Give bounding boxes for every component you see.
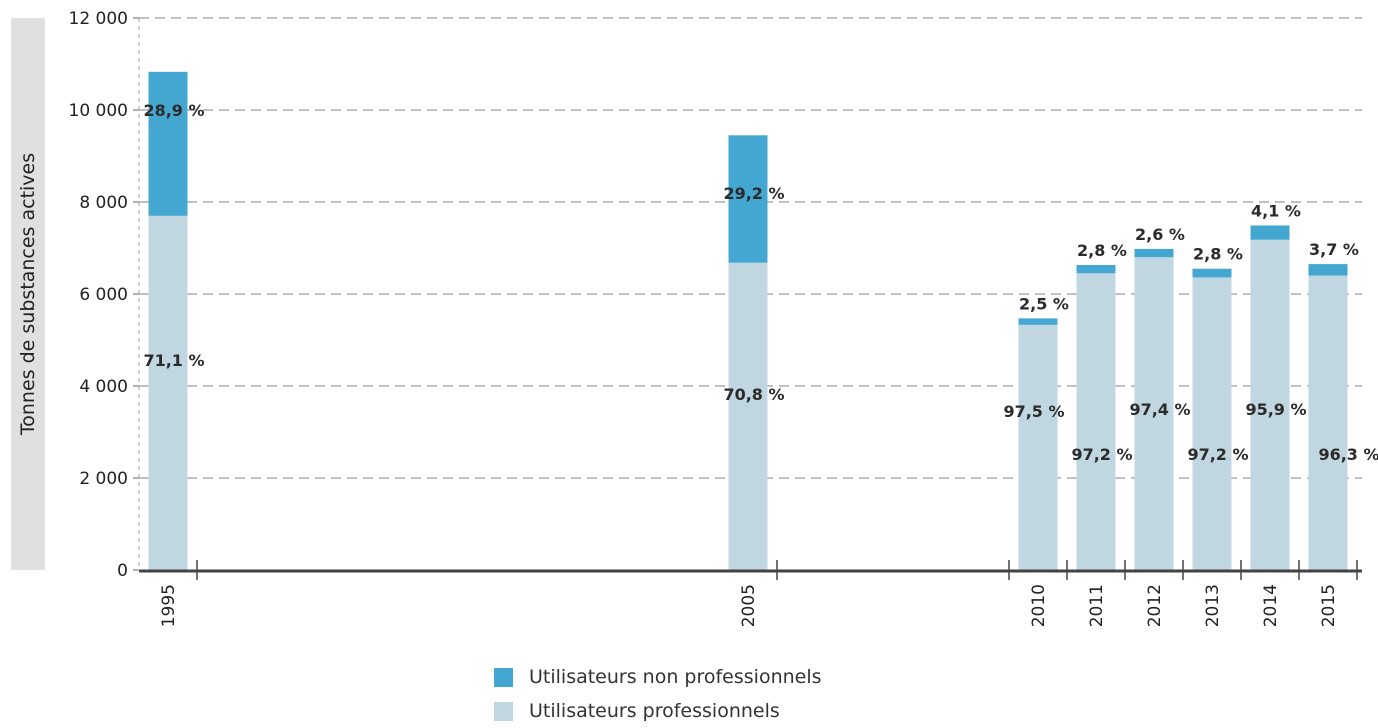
x-tick-label-2012: 2012 xyxy=(1145,584,1165,627)
y-axis-title-band xyxy=(11,18,45,570)
y-tick-label-10000: 10 000 xyxy=(69,101,128,121)
x-tick-labels: 1995 2005 2010 2011 2012 2013 2014 2015 xyxy=(159,584,1339,627)
x-tick-label-1995: 1995 xyxy=(159,584,179,627)
legend-item-non-professionnels: Utilisateurs non professionnels xyxy=(494,660,822,694)
x-tick-label-2010: 2010 xyxy=(1029,584,1049,627)
bars xyxy=(148,71,1348,571)
x-tick-label-2005: 2005 xyxy=(739,584,759,627)
y-tick-label-4000: 4 000 xyxy=(79,377,128,397)
y-tick-labels: 0 2 000 4 000 6 000 8 000 10 000 12 000 xyxy=(69,9,139,581)
y-axis-title: Tonnes de substances actives xyxy=(17,153,39,436)
bar-non-professionnels-1995 xyxy=(148,71,188,216)
y-tick-label-6000: 6 000 xyxy=(79,285,128,305)
x-tick-label-2014: 2014 xyxy=(1261,584,1281,627)
bar-professionnels-2012 xyxy=(1134,257,1174,570)
legend-swatch-professionnels xyxy=(494,701,513,721)
x-tick-label-2015: 2015 xyxy=(1319,584,1339,627)
y-tick-label-2000: 2 000 xyxy=(79,469,128,489)
bar-non-professionnels-2014 xyxy=(1250,225,1290,240)
data-labels: 71,1 % 28,9 % 70,8 % 29,2 % 97,5 % 2,5 % 97,2 … xyxy=(143,101,1378,464)
bar-professionnels-1995 xyxy=(148,215,188,571)
chart: Tonnes de substances actives 0 2 000 4 000… xyxy=(11,9,1378,627)
bar-non-professionnels-2013 xyxy=(1192,268,1232,278)
data-label-professionnels-2010: 97,5 % xyxy=(1003,402,1064,421)
legend-item-professionnels: Utilisateurs professionnels xyxy=(494,694,822,728)
bar-non-professionnels-2011 xyxy=(1076,265,1116,274)
data-label-professionnels-1995: 71,1 % xyxy=(143,351,204,370)
data-label-professionnels-2013: 97,2 % xyxy=(1187,445,1248,464)
data-label-non-professionnels-2013: 2,8 % xyxy=(1193,245,1243,264)
data-label-professionnels-2005: 70,8 % xyxy=(723,385,784,404)
x-tick-label-2013: 2013 xyxy=(1203,584,1223,627)
y-tick-label-8000: 8 000 xyxy=(79,193,128,213)
data-label-non-professionnels-2010: 2,5 % xyxy=(1019,294,1069,313)
data-label-professionnels-2011: 97,2 % xyxy=(1071,445,1132,464)
data-label-professionnels-2015: 96,3 % xyxy=(1318,445,1378,464)
data-label-non-professionnels-2005: 29,2 % xyxy=(723,184,784,203)
bar-professionnels-2015 xyxy=(1308,275,1348,570)
bar-professionnels-2013 xyxy=(1192,277,1232,570)
y-tick-label-0: 0 xyxy=(117,561,128,581)
bar-professionnels-2014 xyxy=(1250,239,1290,570)
data-label-professionnels-2014: 95,9 % xyxy=(1245,400,1306,419)
bar-non-professionnels-2010 xyxy=(1018,318,1058,325)
data-label-non-professionnels-2014: 4,1 % xyxy=(1251,201,1301,220)
bar-professionnels-2010 xyxy=(1018,324,1058,570)
legend: Utilisateurs non professionnels Utilisat… xyxy=(494,660,822,728)
bar-non-professionnels-2012 xyxy=(1134,248,1174,258)
x-tick-label-2011: 2011 xyxy=(1087,584,1107,627)
data-label-non-professionnels-1995: 28,9 % xyxy=(143,101,204,120)
data-label-non-professionnels-2015: 3,7 % xyxy=(1309,240,1359,259)
bar-non-professionnels-2005 xyxy=(728,135,768,263)
bar-professionnels-2011 xyxy=(1076,273,1116,570)
legend-swatch-non-professionnels xyxy=(494,667,513,687)
bar-non-professionnels-2015 xyxy=(1308,264,1348,276)
y-tick-label-12000: 12 000 xyxy=(69,9,128,29)
data-label-non-professionnels-2011: 2,8 % xyxy=(1077,241,1127,260)
legend-label-professionnels: Utilisateurs professionnels xyxy=(529,700,780,722)
legend-label-non-professionnels: Utilisateurs non professionnels xyxy=(529,666,822,688)
data-label-non-professionnels-2012: 2,6 % xyxy=(1135,225,1185,244)
bar-professionnels-2005 xyxy=(728,262,768,570)
x-tick-marks xyxy=(196,560,1358,580)
data-label-professionnels-2012: 97,4 % xyxy=(1129,400,1190,419)
